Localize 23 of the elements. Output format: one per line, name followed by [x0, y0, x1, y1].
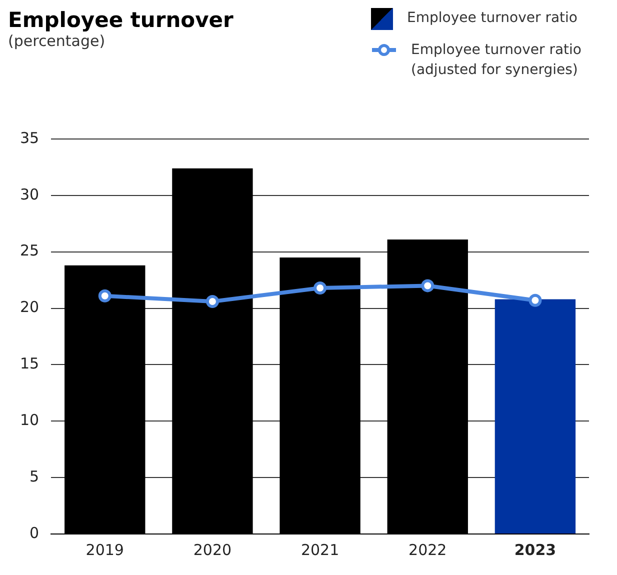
chart-title: Employee turnover	[8, 8, 234, 32]
legend-label: Employee turnover ratio	[407, 9, 578, 28]
y-tick-label: 0	[30, 524, 40, 542]
point	[528, 294, 542, 307]
x-tick-label: 2023	[514, 540, 556, 559]
y-tick-label: 10	[20, 411, 40, 430]
y-tick-label: 35	[20, 128, 40, 147]
x-tick-label: 2019	[86, 540, 124, 559]
point	[98, 289, 112, 302]
point	[421, 279, 434, 292]
y-tick-label: 15	[20, 354, 40, 373]
bar	[494, 299, 576, 534]
x-tick-label: 2021	[300, 540, 340, 559]
chart-subtitle: (percentage)	[8, 32, 106, 50]
y-tick-label: 30	[20, 185, 40, 204]
point	[314, 281, 327, 294]
y-tick-label: 5	[30, 467, 40, 486]
x-tick-label: 2022	[408, 540, 447, 559]
legend-label: Employee turnover ratio (adjusted for synergies)	[411, 41, 582, 80]
y-tick-label: 20	[20, 298, 40, 316]
x-tick-label: 2020	[193, 540, 232, 559]
point	[206, 295, 219, 308]
y-tick-label: 25	[20, 242, 40, 260]
